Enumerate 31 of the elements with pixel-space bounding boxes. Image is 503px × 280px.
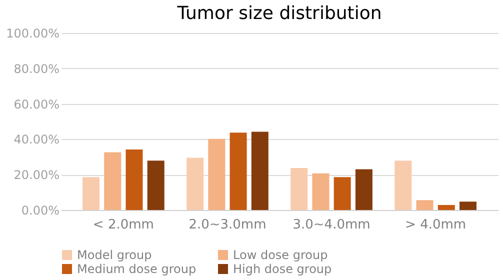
x-tick-label: 3.0~4.0mm [292, 218, 370, 232]
bar [230, 132, 247, 210]
y-tick-label: 40.00% [14, 132, 60, 147]
legend-label: Model group [77, 248, 152, 262]
y-tick-label: 60.00% [14, 97, 60, 112]
y-tick-label: 20.00% [14, 168, 60, 182]
x-tick-label: > 4.0mm [405, 218, 466, 232]
legend-label: Low dose group [233, 248, 328, 262]
x-tick-label: 2.0~3.0mm [188, 218, 266, 232]
bar [416, 200, 434, 210]
bar [312, 173, 330, 210]
y-tick-label: 80.00% [14, 62, 60, 76]
bar [438, 205, 455, 210]
bar [334, 177, 351, 210]
y-tick-label: 100.00% [6, 26, 60, 40]
bar [251, 132, 268, 210]
legend-label: High dose group [233, 262, 332, 276]
bar [126, 149, 143, 210]
bar [460, 202, 476, 210]
chart-title: Tumor size distribution [176, 3, 382, 24]
bar [82, 177, 100, 210]
bar [147, 160, 164, 210]
bar [186, 158, 204, 210]
bar [208, 138, 226, 210]
bar [290, 168, 308, 210]
legend-label: Medium dose group [77, 262, 196, 276]
x-tick-label: < 2.0mm [92, 218, 154, 232]
y-tick-label: 0.00% [21, 204, 60, 218]
bar [355, 169, 372, 210]
bar [394, 160, 412, 210]
bar [104, 152, 122, 210]
